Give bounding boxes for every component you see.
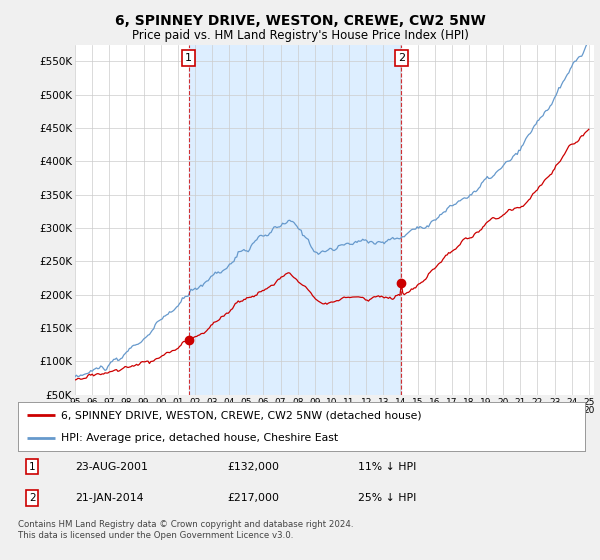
Text: £132,000: £132,000 [228,461,280,472]
Text: 11% ↓ HPI: 11% ↓ HPI [358,461,416,472]
Text: 25% ↓ HPI: 25% ↓ HPI [358,493,416,503]
Text: Contains HM Land Registry data © Crown copyright and database right 2024.
This d: Contains HM Land Registry data © Crown c… [18,520,353,540]
Bar [189,45,401,395]
Text: HPI: Average price, detached house, Cheshire East: HPI: Average price, detached house, Ches… [61,433,338,444]
Text: 2: 2 [29,493,35,503]
Text: £217,000: £217,000 [228,493,280,503]
Text: 2: 2 [398,53,405,63]
Text: 6, SPINNEY DRIVE, WESTON, CREWE, CW2 5NW: 6, SPINNEY DRIVE, WESTON, CREWE, CW2 5NW [115,14,485,28]
Text: 1: 1 [29,461,35,472]
Text: 6, SPINNEY DRIVE, WESTON, CREWE, CW2 5NW (detached house): 6, SPINNEY DRIVE, WESTON, CREWE, CW2 5NW… [61,410,421,421]
Text: 1: 1 [185,53,192,63]
Text: Price paid vs. HM Land Registry's House Price Index (HPI): Price paid vs. HM Land Registry's House … [131,29,469,42]
Text: 23-AUG-2001: 23-AUG-2001 [75,461,148,472]
Text: 21-JAN-2014: 21-JAN-2014 [75,493,143,503]
